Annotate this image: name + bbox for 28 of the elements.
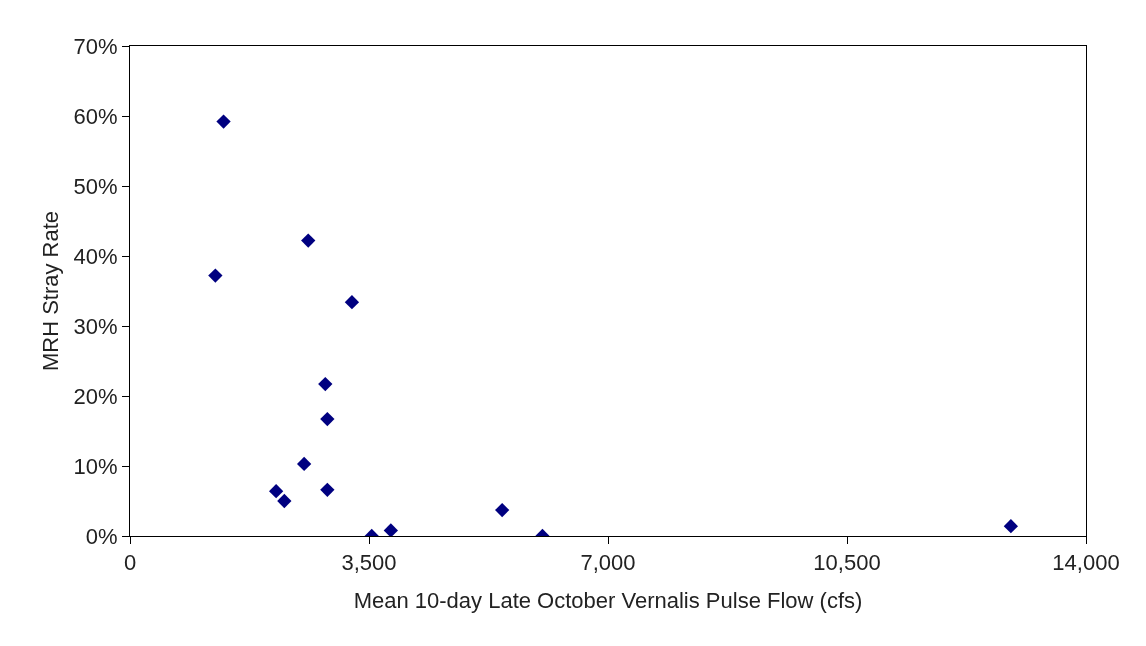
point	[301, 233, 316, 248]
point	[383, 523, 398, 536]
x-tick-label: 0	[123, 550, 137, 576]
x-tick-label: 10,500	[813, 550, 881, 576]
point	[320, 411, 335, 427]
y-tick-label: 40%	[73, 243, 118, 269]
y-axis-title: MRH Stray Rate	[38, 210, 64, 372]
point	[216, 114, 231, 129]
point	[344, 295, 360, 310]
x-axis-title: Mean 10-day Late October Vernalis Pulse Flow (cfs)	[353, 588, 863, 614]
point	[208, 268, 223, 283]
x-tick-label: 14,000	[1052, 550, 1120, 576]
y-tick-label: 50%	[73, 173, 118, 199]
point	[277, 493, 292, 509]
point	[1003, 519, 1019, 534]
y-tick-label: 20%	[73, 383, 118, 409]
x-tick-label: 7,000	[580, 550, 636, 576]
x-tick-label: 3,500	[341, 550, 397, 576]
point	[318, 376, 333, 392]
y-tick-label: 10%	[73, 453, 118, 479]
y-tick-label: 0%	[85, 523, 118, 549]
y-tick-label: 60%	[73, 103, 118, 129]
point	[320, 482, 335, 497]
y-tick-label: 70%	[73, 33, 118, 59]
y-tick-label: 30%	[73, 313, 118, 339]
point	[296, 456, 312, 472]
point	[495, 502, 510, 518]
point	[268, 484, 284, 499]
